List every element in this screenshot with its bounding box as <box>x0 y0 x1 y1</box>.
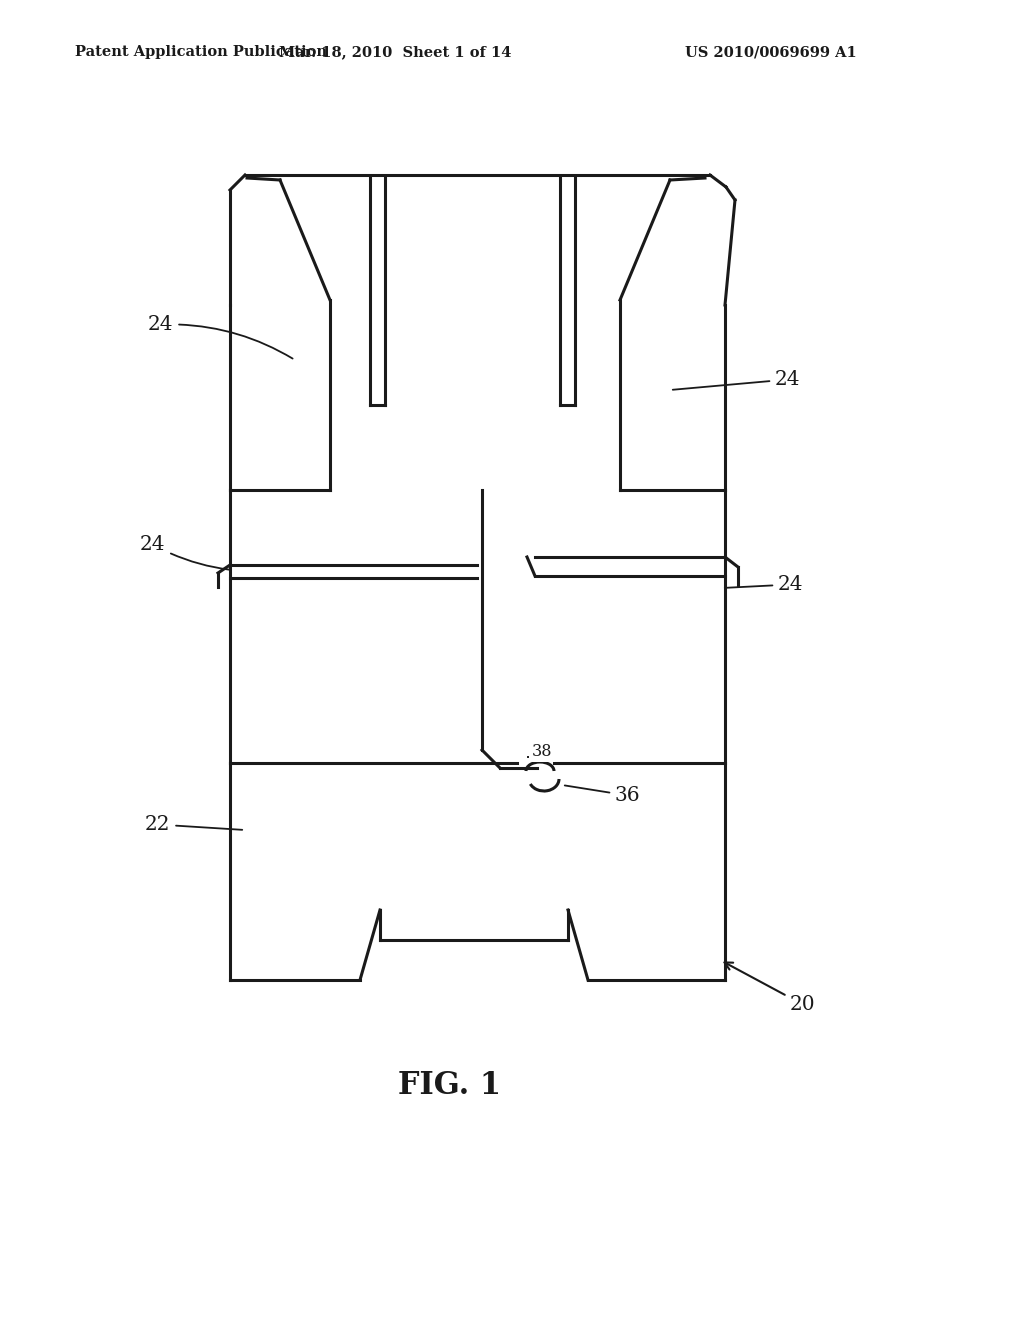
Text: Patent Application Publication: Patent Application Publication <box>75 45 327 59</box>
Text: US 2010/0069699 A1: US 2010/0069699 A1 <box>685 45 857 59</box>
Text: FIG. 1: FIG. 1 <box>398 1069 502 1101</box>
Text: 24: 24 <box>673 370 801 389</box>
Text: Mar. 18, 2010  Sheet 1 of 14: Mar. 18, 2010 Sheet 1 of 14 <box>279 45 511 59</box>
Text: 20: 20 <box>725 962 816 1014</box>
Text: 24: 24 <box>140 535 229 570</box>
Text: 22: 22 <box>145 814 243 834</box>
Text: 36: 36 <box>565 785 641 805</box>
Text: 24: 24 <box>725 576 804 594</box>
Text: 38: 38 <box>531 742 552 759</box>
Text: 24: 24 <box>148 315 293 359</box>
